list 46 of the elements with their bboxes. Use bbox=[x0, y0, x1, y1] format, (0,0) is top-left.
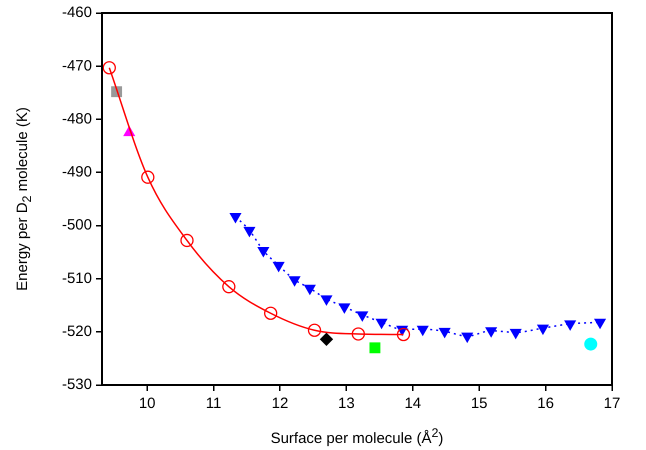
point bbox=[338, 303, 350, 314]
point bbox=[264, 306, 278, 320]
x-tick-label: 15 bbox=[470, 395, 488, 412]
point bbox=[594, 318, 606, 329]
point bbox=[320, 332, 333, 346]
point bbox=[320, 295, 332, 306]
x-tick-label: 10 bbox=[138, 395, 156, 412]
point bbox=[102, 61, 116, 74]
x-tick-label: 16 bbox=[537, 395, 554, 412]
point bbox=[485, 327, 497, 338]
point bbox=[272, 262, 284, 272]
point bbox=[288, 276, 300, 286]
y-tick-label: -510 bbox=[62, 270, 92, 287]
point bbox=[230, 213, 242, 224]
point bbox=[308, 324, 322, 337]
point bbox=[376, 318, 388, 329]
y-tick-label: -480 bbox=[62, 110, 92, 128]
point bbox=[244, 226, 256, 237]
point bbox=[356, 311, 368, 322]
point bbox=[462, 332, 473, 343]
point bbox=[510, 328, 522, 339]
point bbox=[304, 284, 316, 295]
y-tick-label: -490 bbox=[62, 164, 92, 181]
y-tick-label: -530 bbox=[62, 376, 92, 394]
x-tick-label: 11 bbox=[206, 395, 222, 412]
point bbox=[369, 342, 380, 354]
point bbox=[438, 328, 450, 338]
y-tick-label: -460 bbox=[62, 4, 92, 22]
x-tick-label: 13 bbox=[338, 395, 355, 412]
point bbox=[352, 327, 365, 341]
point bbox=[141, 170, 154, 184]
point bbox=[584, 338, 598, 351]
point bbox=[180, 234, 194, 248]
y-tick-label: -520 bbox=[62, 323, 92, 340]
point bbox=[537, 324, 549, 335]
point bbox=[564, 320, 576, 330]
point bbox=[417, 326, 428, 336]
point bbox=[396, 328, 410, 342]
y-tick-label: -500 bbox=[62, 216, 92, 234]
point bbox=[258, 247, 270, 258]
x-tick-label: 14 bbox=[404, 395, 422, 412]
x-tick-label: 12 bbox=[272, 395, 288, 412]
x-axis-title: Surface per molecule (Å$^{2}$) bbox=[270, 426, 444, 447]
x-tick-label: 17 bbox=[604, 395, 620, 412]
y-tick-label: -470 bbox=[62, 57, 92, 74]
point bbox=[222, 280, 236, 294]
